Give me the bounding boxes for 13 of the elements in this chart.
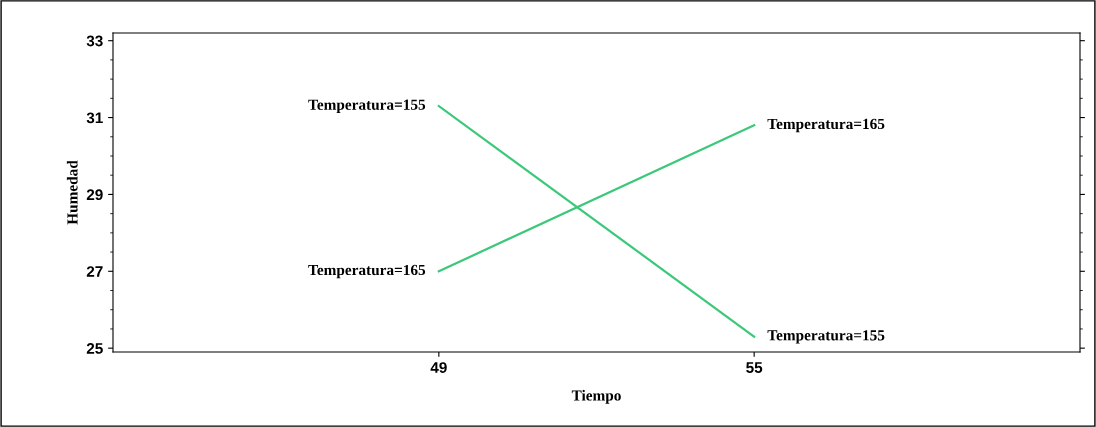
x-tick-label: 49 (430, 362, 447, 373)
y-tick-label: 33 (86, 35, 103, 47)
x-tick-label: 55 (746, 362, 763, 373)
y-tick-label: 27 (86, 266, 103, 277)
y-tick-label: 31 (86, 112, 103, 124)
y-tick-label: 25 (86, 343, 103, 354)
series-label: Temperatura=155 (767, 330, 885, 344)
y-tick-label: 29 (86, 189, 103, 201)
text: Temperatura=165 (308, 264, 426, 279)
text: Temperatura=155 (308, 99, 426, 113)
x-axis-title: Tiempo (571, 389, 621, 404)
series-label: Temperatura=165 (767, 118, 885, 133)
y-axis-title: Humedad (66, 160, 78, 225)
